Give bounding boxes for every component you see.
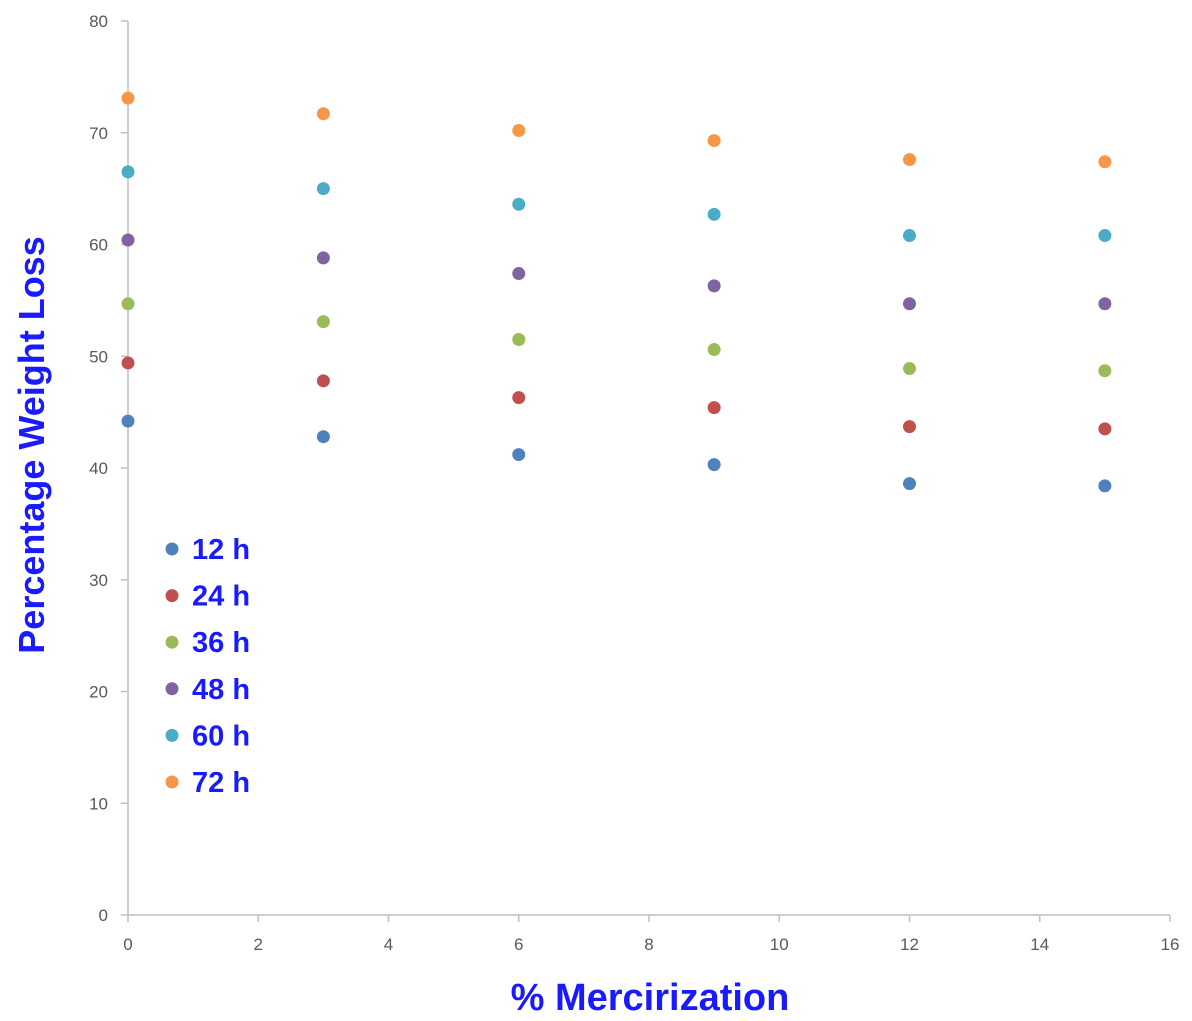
data-point: [903, 229, 916, 243]
legend-marker: [165, 682, 179, 696]
x-tick-label: 2: [254, 935, 263, 954]
y-tick-label: 80: [89, 12, 108, 31]
data-point: [316, 182, 330, 196]
legend-label: 24 h: [192, 581, 250, 613]
data-point: [512, 391, 526, 405]
y-tick-label: 0: [99, 906, 108, 925]
y-tick-label: 30: [89, 571, 108, 590]
y-tick-label: 20: [89, 683, 108, 702]
data-point: [1098, 229, 1112, 243]
x-tick-label: 8: [644, 935, 653, 954]
data-point: [316, 251, 330, 265]
data-point: [316, 374, 330, 388]
data-point: [707, 207, 721, 221]
data-point: [121, 233, 135, 247]
data-point: [1098, 364, 1112, 378]
legend-label: 48 h: [192, 674, 250, 706]
legend-label: 12 h: [192, 534, 250, 566]
data-point: [707, 458, 721, 472]
x-axis: 0 2 4 6 8 10 12 14 16: [123, 914, 1180, 954]
y-tick-label: 40: [89, 459, 108, 478]
data-point: [707, 343, 721, 357]
data-point: [1098, 155, 1112, 169]
data-point: [121, 414, 135, 428]
legend: 12 h 24 h 36 h 48 h 60 h 72 h: [165, 534, 250, 799]
legend-label: 36 h: [192, 627, 250, 659]
legend-marker: [165, 635, 179, 649]
x-tick-label: 14: [1030, 935, 1049, 954]
y-tick-label: 60: [89, 236, 108, 255]
legend-label: 72 h: [192, 767, 250, 799]
data-point: [707, 279, 721, 293]
data-point: [512, 332, 526, 346]
data-point: [512, 197, 526, 211]
x-tick-label: 16: [1161, 935, 1180, 954]
data-point: [707, 134, 721, 148]
x-tick-label: 12: [900, 935, 919, 954]
data-point: [1098, 479, 1112, 493]
data-point: [512, 267, 526, 281]
legend-marker: [165, 775, 179, 789]
data-point: [512, 124, 526, 138]
x-tick-label: 0: [123, 935, 132, 954]
y-axis: 0 10 20 30 40 50 60 70 80: [89, 12, 129, 925]
y-tick-label: 10: [89, 794, 108, 813]
legend-marker: [165, 542, 179, 556]
data-point: [121, 165, 135, 179]
data-point: [1098, 422, 1112, 436]
data-points: [121, 91, 1112, 493]
data-point: [316, 315, 330, 329]
data-point: [316, 430, 330, 444]
data-point: [512, 448, 526, 462]
data-point: [316, 107, 330, 121]
data-point: [903, 153, 916, 167]
x-axis-title: % Mercirization: [511, 977, 790, 1019]
y-tick-label: 50: [89, 347, 108, 366]
x-tick-label: 10: [770, 935, 789, 954]
x-tick-label: 6: [514, 935, 523, 954]
data-point: [903, 477, 916, 491]
data-point: [121, 91, 135, 105]
y-axis-title: Percentage Weight Loss: [11, 236, 52, 653]
y-tick-label: 70: [89, 124, 108, 143]
data-point: [707, 401, 721, 415]
data-point: [903, 420, 916, 434]
data-point: [1098, 297, 1112, 311]
legend-marker: [165, 589, 179, 603]
data-point: [903, 362, 916, 376]
legend-label: 60 h: [192, 720, 250, 752]
x-tick-label: 4: [384, 935, 393, 954]
data-point: [903, 297, 916, 311]
data-point: [121, 297, 135, 311]
legend-marker: [165, 728, 179, 742]
data-point: [121, 356, 135, 370]
